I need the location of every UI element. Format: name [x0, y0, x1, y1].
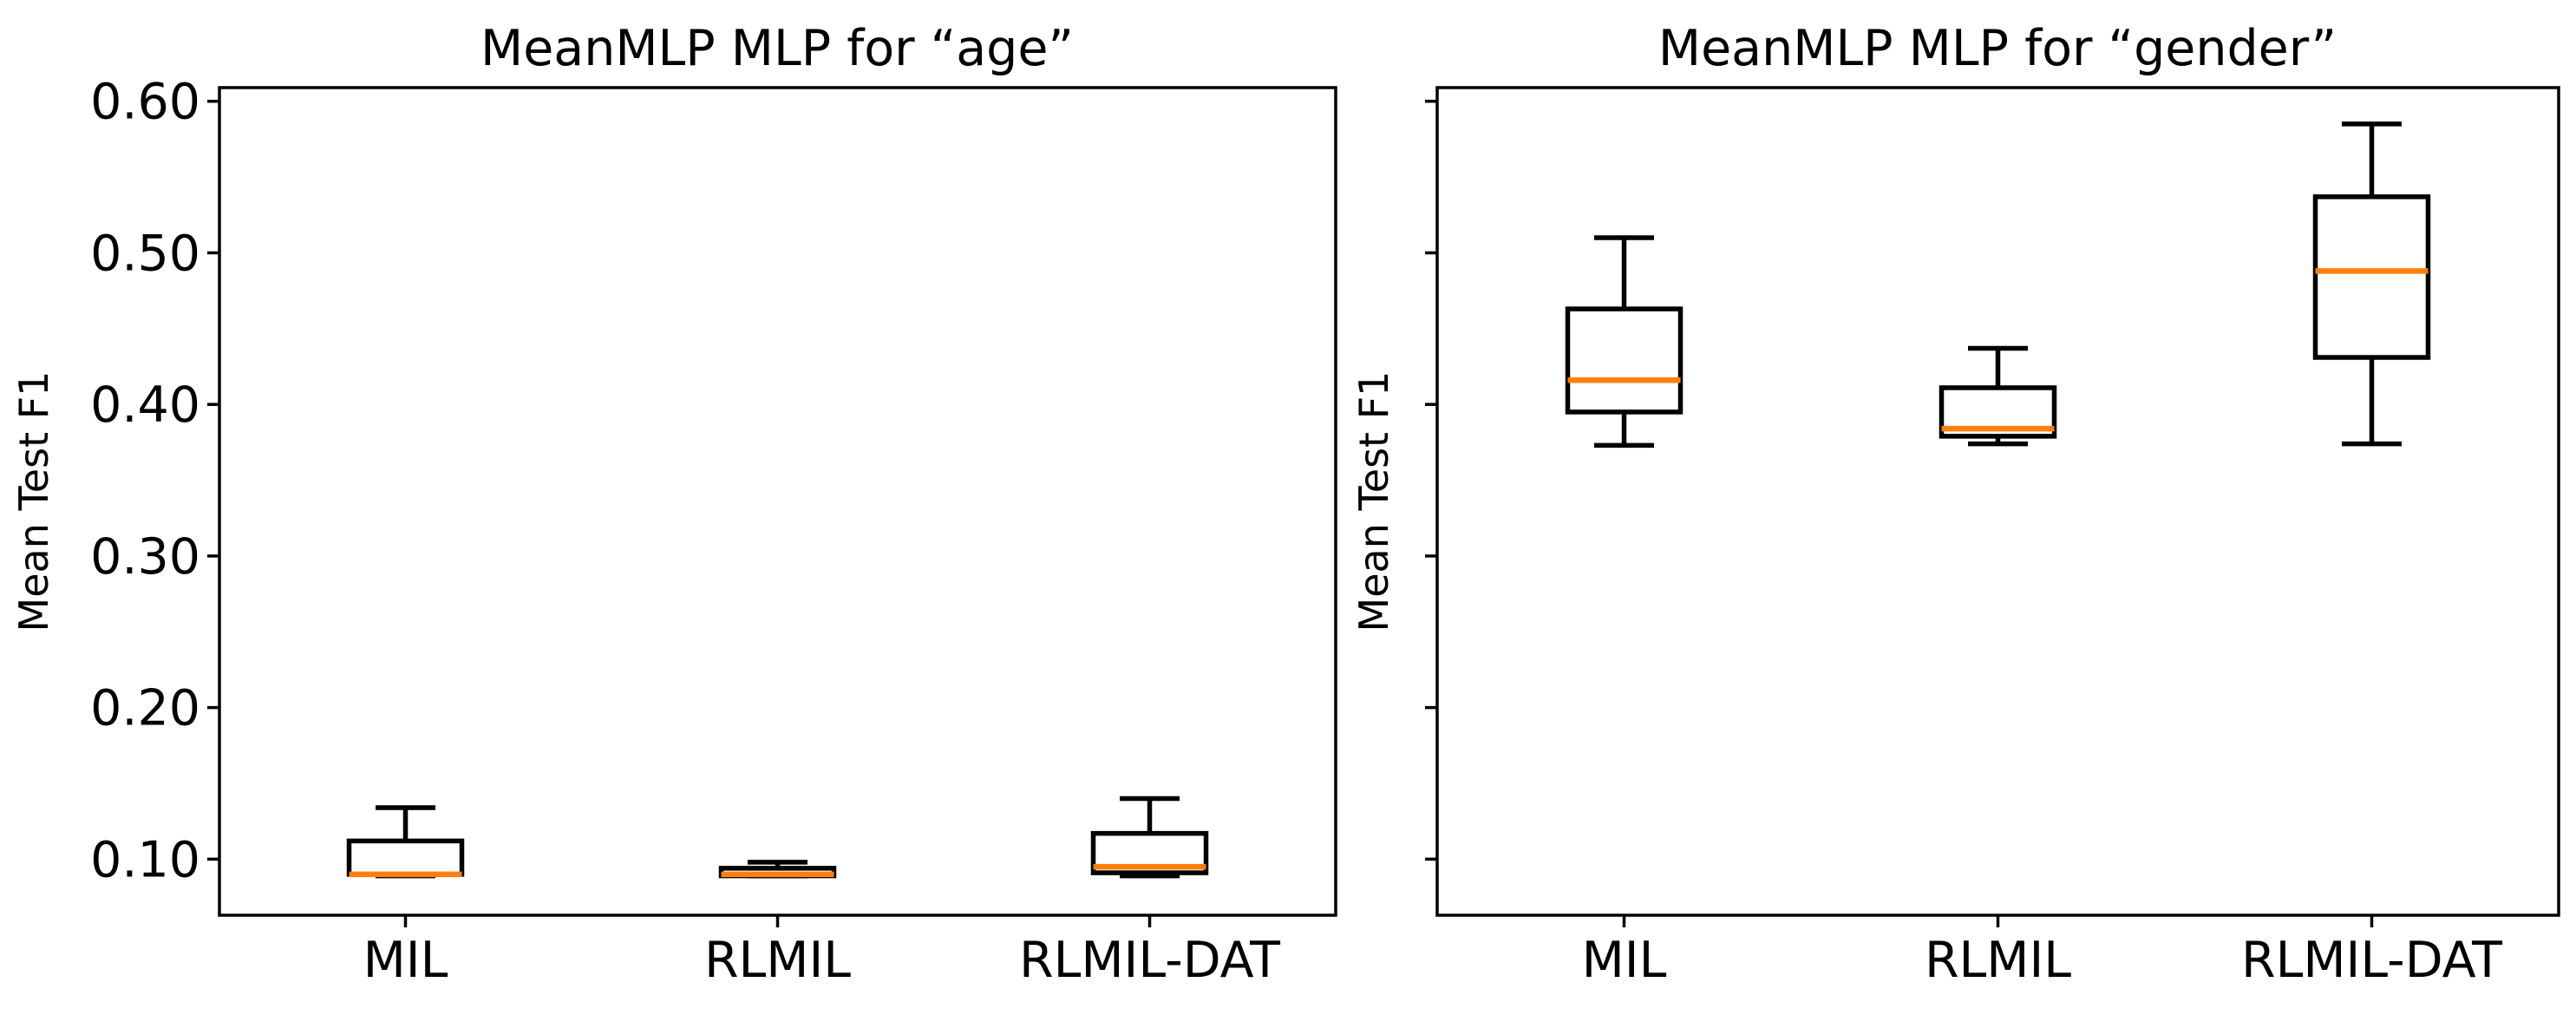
x-tick-label: RLMIL-DAT: [2241, 932, 2502, 989]
y-tick-label: 0.60: [90, 74, 200, 131]
iqr-box: [1090, 830, 1209, 875]
x-tick-label: MIL: [363, 932, 448, 989]
x-tick-label: RLMIL: [704, 932, 851, 989]
y-tick-label: 0.50: [90, 225, 200, 282]
left-y-axis-label: Mean Test F1: [10, 371, 57, 632]
x-tick-label: MIL: [1582, 932, 1667, 989]
y-tick-label: 0.30: [90, 528, 200, 586]
right-y-axis-label: Mean Test F1: [1350, 371, 1397, 632]
iqr-box: [346, 838, 465, 877]
plot-layer: 0.10 0.20 0.30 0.40 0.50 0.60 MIL RLMIL RLMIL-DA…: [90, 74, 2560, 989]
iqr-box: [1565, 306, 1684, 415]
axes-frame: [1435, 86, 2560, 917]
left-panel-title: MeanMLP MLP for “age”: [481, 20, 1074, 77]
x-tick-label: RLMIL-DAT: [1019, 932, 1280, 989]
y-tick-label: 0.10: [90, 831, 200, 888]
axes-frame: [218, 86, 1337, 917]
iqr-box: [2312, 194, 2431, 360]
right-panel-title: MeanMLP MLP for “gender”: [1658, 20, 2337, 77]
iqr-box: [1939, 385, 2057, 439]
y-tick-label: 0.20: [90, 680, 200, 737]
y-tick-label: 0.40: [90, 377, 200, 434]
x-tick-label: RLMIL: [1925, 932, 2071, 989]
